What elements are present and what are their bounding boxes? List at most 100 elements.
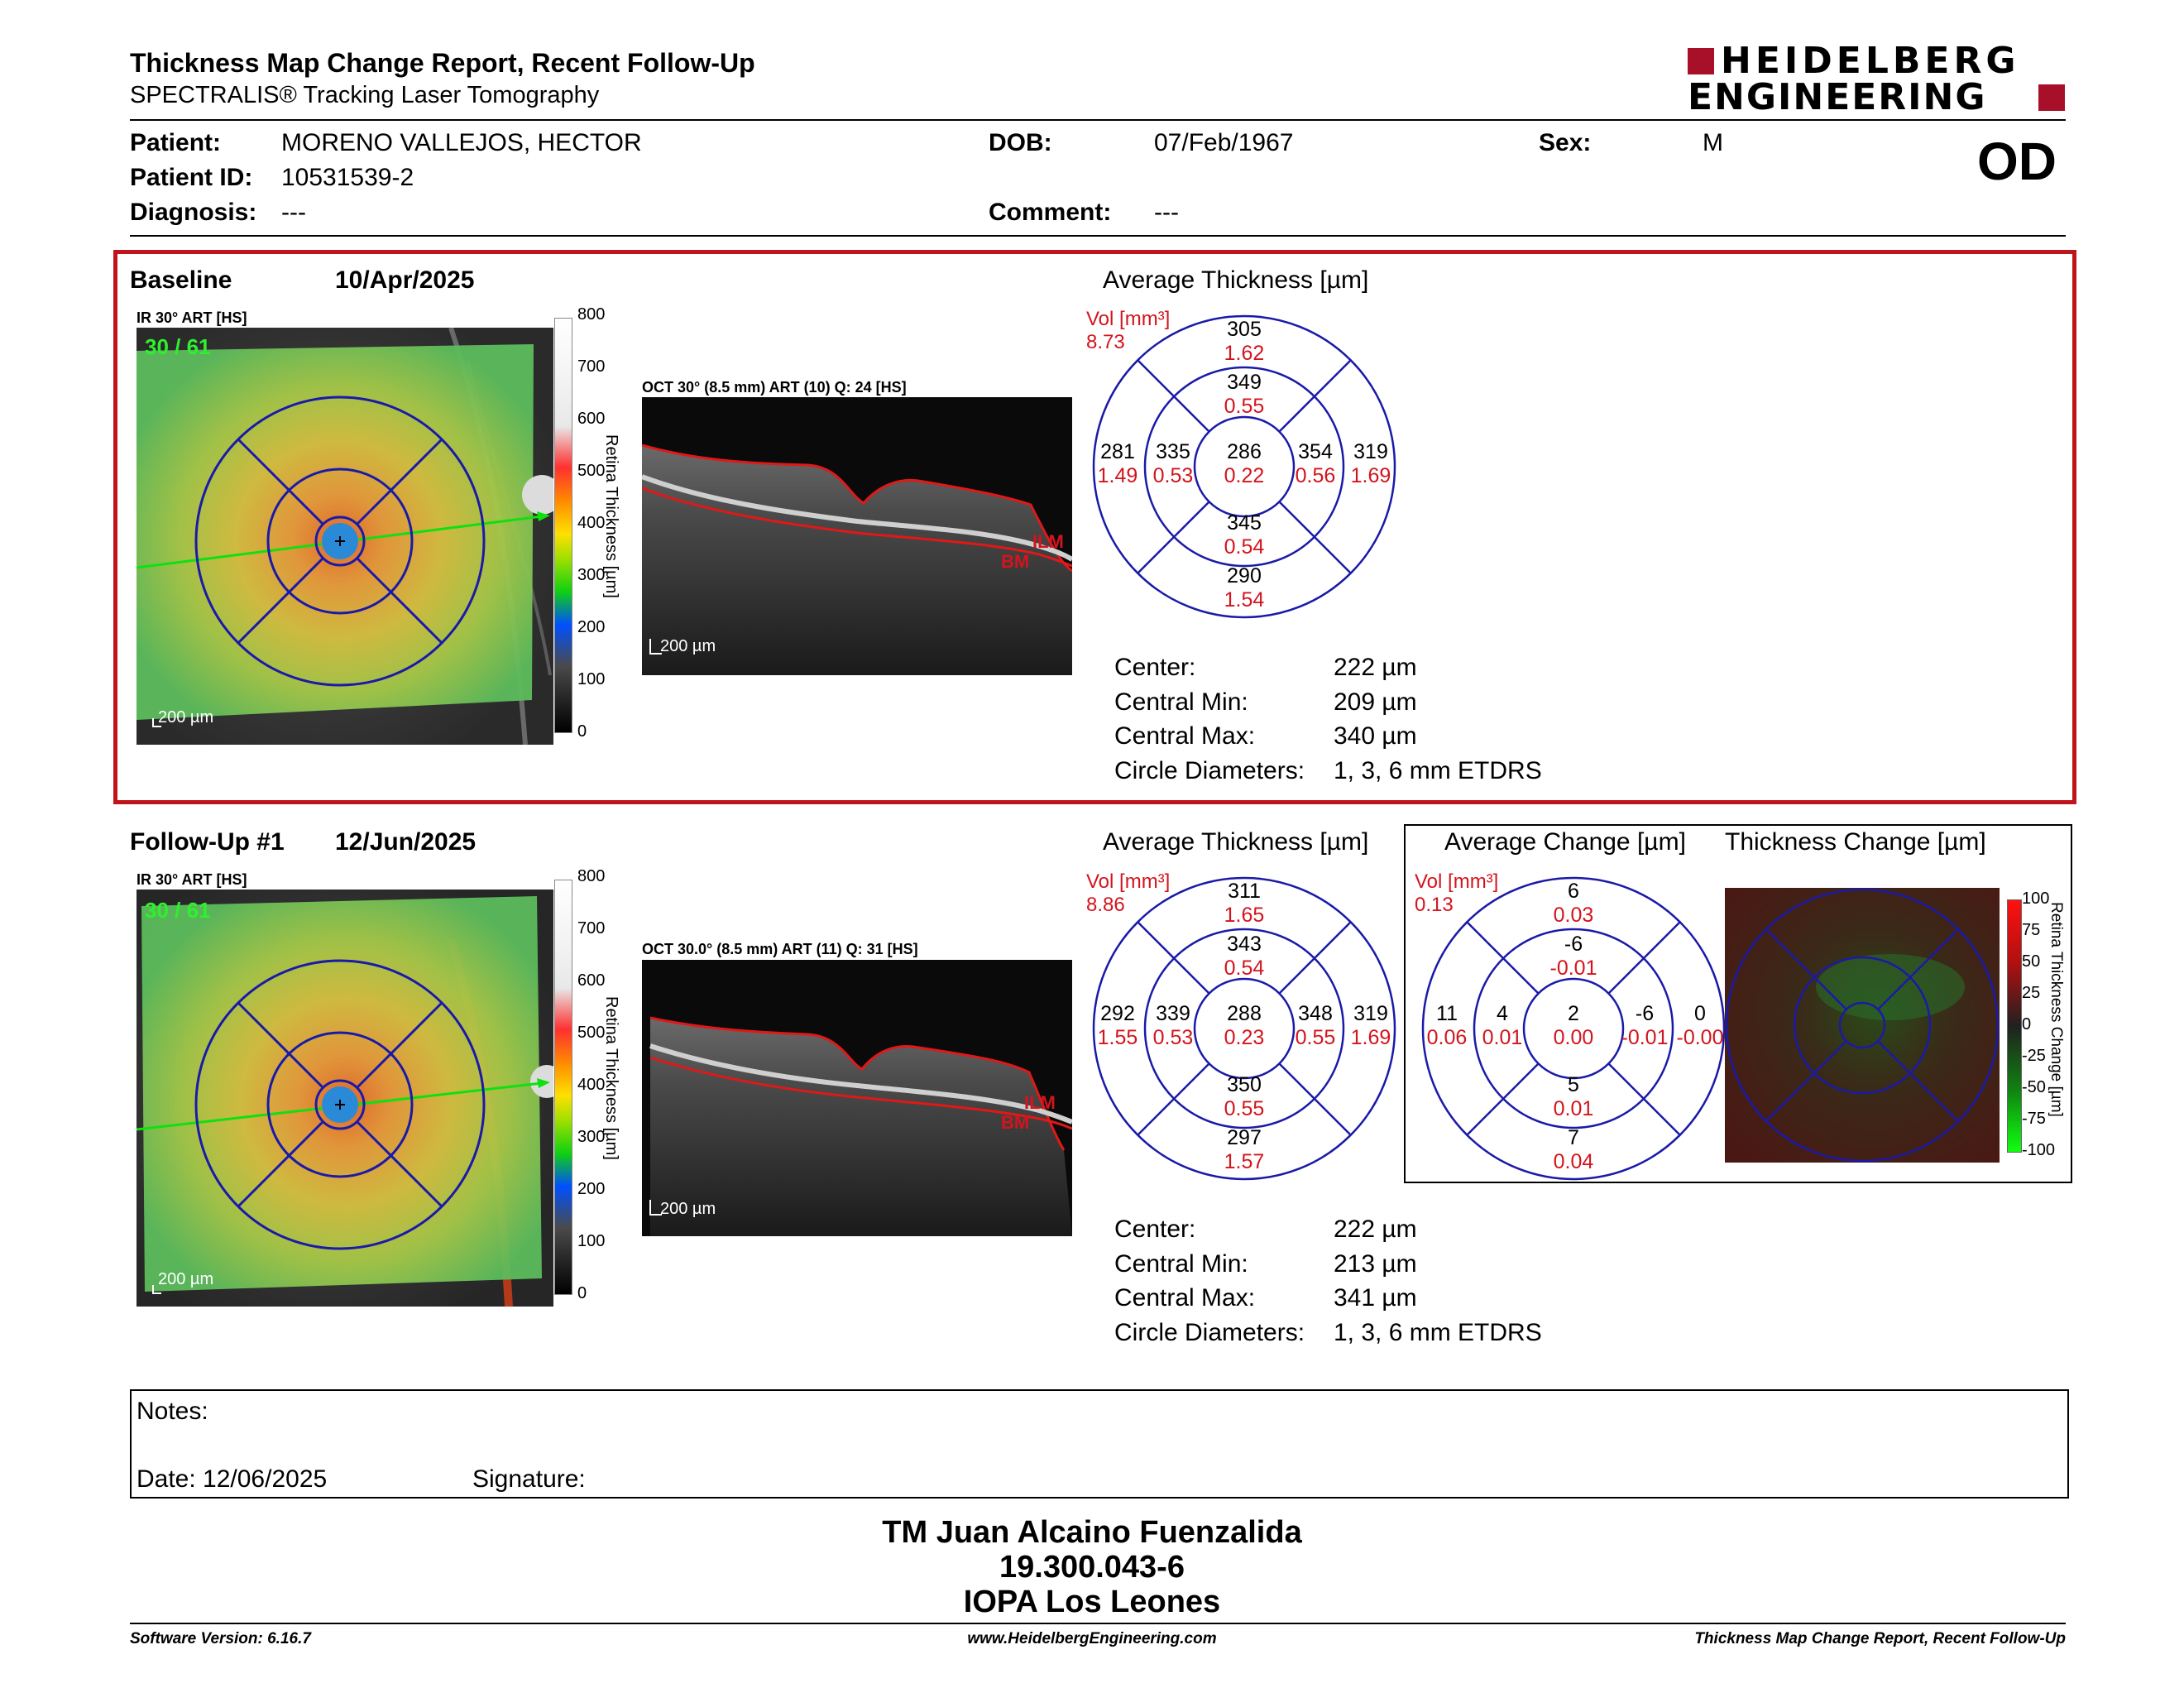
- followup-oct-scan: ILM BM 200 µm: [642, 960, 1072, 1236]
- baseline-etdrs-grid: 305 1.62 349 0.55 281 1.49 335 0.53 286 …: [1092, 314, 1396, 619]
- followup-vol: Vol [mm³] 8.86: [1086, 870, 1170, 917]
- baseline-colorbar-title: Retina Thickness [µm]: [602, 434, 620, 598]
- svg-text:1.55: 1.55: [1098, 1026, 1138, 1049]
- followup-ilm-marker: ILM: [1024, 1092, 1056, 1113]
- baseline-stats-values: 222 µm 209 µm 340 µm 1, 3, 6 mm ETDRS: [1334, 654, 1542, 784]
- followup-colorbar-title: Retina Thickness [µm]: [602, 996, 620, 1160]
- svg-text:0.23: 0.23: [1224, 1026, 1265, 1049]
- sex-value: M: [1703, 129, 1723, 156]
- followup-thickness-map: 30 / 61 200 µm: [136, 890, 553, 1307]
- svg-text:1.69: 1.69: [1351, 464, 1391, 487]
- change-vol: Vol [mm³] 0.13: [1415, 870, 1498, 917]
- patient-label: Patient:: [130, 129, 222, 156]
- footer-report-name: Thickness Map Change Report, Recent Foll…: [1694, 1630, 2066, 1647]
- svg-text:1.69: 1.69: [1351, 1026, 1391, 1049]
- baseline-thickness-map: 30 / 61 200 µm: [136, 328, 553, 745]
- svg-text:1.65: 1.65: [1224, 904, 1265, 927]
- thickness-change-map: [1725, 888, 2000, 1163]
- sex-label: Sex:: [1539, 129, 1592, 156]
- baseline-oct-scan: ILM BM 200 µm: [642, 397, 1072, 675]
- followup-label: Follow-Up #1: [130, 828, 285, 856]
- svg-text:311: 311: [1228, 880, 1261, 903]
- baseline-vol-label: Vol [mm³]: [1086, 308, 1171, 330]
- svg-text:1.54: 1.54: [1224, 588, 1265, 611]
- svg-text:343: 343: [1227, 933, 1262, 956]
- svg-text:-6: -6: [1636, 1002, 1654, 1025]
- followup-quality: 30 / 61: [145, 898, 211, 923]
- svg-text:0.00: 0.00: [1554, 1026, 1594, 1049]
- svg-text:11: 11: [1436, 1002, 1458, 1025]
- baseline-vol: Vol [mm³] 8.73: [1086, 308, 1170, 354]
- svg-text:0.22: 0.22: [1224, 464, 1265, 487]
- svg-text:-0.00: -0.00: [1677, 1026, 1724, 1049]
- svg-text:4: 4: [1497, 1002, 1508, 1025]
- baseline-oct-scale: 200 µm: [660, 637, 716, 655]
- followup-thickness-colorbar: [554, 880, 572, 1295]
- baseline-quality: 30 / 61: [145, 334, 211, 359]
- patient-name: MORENO VALLEJOS, HECTOR: [281, 129, 642, 156]
- footer-software: Software Version: 6.16.7: [130, 1630, 311, 1647]
- svg-text:281: 281: [1100, 440, 1135, 463]
- followup-stats-labels: Center: Central Min: Central Max: Circle…: [1114, 1216, 1305, 1346]
- svg-text:348: 348: [1298, 1002, 1333, 1025]
- svg-text:0.55: 0.55: [1296, 1026, 1336, 1049]
- svg-text:0.04: 0.04: [1554, 1150, 1594, 1173]
- svg-text:5: 5: [1568, 1073, 1579, 1096]
- baseline-section: [113, 250, 2076, 804]
- followup-etdrs-grid: 311 1.65 343 0.54 292 1.55 339 0.53 288 …: [1092, 876, 1396, 1181]
- svg-text:297: 297: [1227, 1126, 1262, 1149]
- svg-text:0.54: 0.54: [1224, 535, 1265, 559]
- svg-text:292: 292: [1100, 1002, 1135, 1025]
- svg-text:0.53: 0.53: [1153, 464, 1194, 487]
- followup-stats-values: 222 µm 213 µm 341 µm 1, 3, 6 mm ETDRS: [1334, 1216, 1542, 1346]
- svg-text:335: 335: [1156, 440, 1190, 463]
- svg-text:0: 0: [1694, 1002, 1706, 1025]
- followup-ir-label: IR 30° ART [HS]: [136, 871, 247, 888]
- diagnosis-value: ---: [281, 199, 306, 226]
- baseline-oct-label: OCT 30° (8.5 mm) ART (10) Q: 24 [HS]: [642, 379, 907, 396]
- svg-text:1.62: 1.62: [1224, 342, 1265, 365]
- baseline-colorbar-ticks: 800 700 600 500 400 300 200 100 0: [577, 305, 606, 741]
- report-title: Thickness Map Change Report, Recent Foll…: [130, 48, 755, 78]
- svg-text:319: 319: [1353, 1002, 1388, 1025]
- signer-block: TM Juan Alcaino Fuenzalida 19.300.043-6 …: [0, 1515, 2184, 1619]
- footer-website[interactable]: www.HeidelbergEngineering.com: [967, 1630, 1217, 1647]
- heidelberg-logo: HEIDELBERG ENGINEERING: [1688, 43, 2068, 117]
- brand-line1: HEIDELBERG: [1721, 40, 2020, 82]
- change-title: Average Change [µm]: [1444, 828, 1686, 856]
- patient-id-label: Patient ID:: [130, 164, 253, 191]
- baseline-thickness-colorbar: [554, 318, 572, 733]
- patient-id-value: 10531539-2: [281, 164, 414, 191]
- report-subtitle: SPECTRALIS® Tracking Laser Tomography: [130, 82, 600, 108]
- baseline-ir-label: IR 30° ART [HS]: [136, 309, 247, 326]
- followup-date: 12/Jun/2025: [335, 828, 477, 856]
- baseline-map-scale: 200 µm: [158, 708, 214, 727]
- baseline-ilm-marker: ILM: [1032, 531, 1064, 552]
- svg-text:354: 354: [1298, 440, 1333, 463]
- svg-text:345: 345: [1227, 511, 1262, 535]
- baseline-date: 10/Apr/2025: [335, 266, 475, 294]
- svg-text:339: 339: [1156, 1002, 1190, 1025]
- svg-text:0.54: 0.54: [1224, 957, 1265, 980]
- svg-text:0.55: 0.55: [1224, 1097, 1265, 1120]
- change-colorbar-title: Retina Thickness Change [µm]: [2048, 902, 2065, 1117]
- svg-text:0.55: 0.55: [1224, 395, 1265, 418]
- change-colorbar-ticks: 100 75 50 25 0 -25 -50 -75 -100: [2022, 890, 2056, 1159]
- svg-text:2: 2: [1568, 1002, 1579, 1025]
- svg-text:0.03: 0.03: [1554, 904, 1594, 927]
- notes-box[interactable]: [130, 1389, 2069, 1499]
- signature-label: Signature:: [472, 1465, 586, 1493]
- notes-label: Notes:: [136, 1398, 208, 1425]
- followup-avg-title: Average Thickness [µm]: [1103, 828, 1369, 856]
- dob-value: 07/Feb/1967: [1154, 129, 1294, 156]
- signer-name: TM Juan Alcaino Fuenzalida: [882, 1515, 1302, 1550]
- followup-oct-label: OCT 30.0° (8.5 mm) ART (11) Q: 31 [HS]: [642, 941, 918, 957]
- notes-date: Date: 12/06/2025: [136, 1465, 328, 1493]
- comment-label: Comment:: [989, 199, 1112, 226]
- svg-text:349: 349: [1227, 371, 1262, 394]
- svg-text:290: 290: [1227, 564, 1262, 587]
- followup-bm-marker: BM: [1001, 1112, 1030, 1133]
- comment-value: ---: [1154, 199, 1179, 226]
- followup-oct-scale: 200 µm: [660, 1200, 716, 1218]
- baseline-avg-title: Average Thickness [µm]: [1103, 266, 1369, 294]
